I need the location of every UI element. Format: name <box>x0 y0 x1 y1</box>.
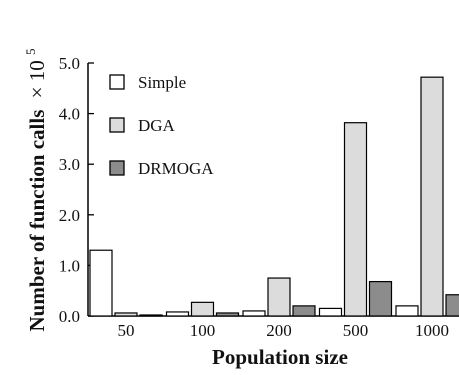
x-axis-title: Population size <box>212 345 348 369</box>
bar-dga-50 <box>114 312 138 317</box>
bar-drmoga-200 <box>292 305 316 317</box>
legend: Simple DGA DRMOGA <box>109 73 214 178</box>
x-tick-label: 1000 <box>415 321 449 340</box>
x-tick-label: 100 <box>190 321 216 340</box>
bar-drmoga-50 <box>139 314 163 317</box>
bar-drmoga-500 <box>368 280 393 317</box>
y-axis-title: Number of function calls × 10 5 <box>23 49 49 332</box>
legend-swatch-drmoga <box>109 160 125 176</box>
bar-simple-500 <box>318 307 343 317</box>
bar-simple-50 <box>89 249 113 317</box>
y-axis-exponent: 5 <box>23 49 38 56</box>
legend-label-simple: Simple <box>138 73 186 92</box>
bar-drmoga-1000 <box>445 294 459 317</box>
bar-dga-1000 <box>420 76 444 317</box>
y-tick-label: 5.0 <box>59 54 80 73</box>
x-ticks: 50 100 200 500 1000 <box>118 321 450 340</box>
bar-simple-1000 <box>395 305 419 317</box>
y-axis-multiplier: × 10 <box>25 60 49 98</box>
x-tick-label: 50 <box>118 321 135 340</box>
x-tick-label: 200 <box>266 321 292 340</box>
legend-swatch-dga <box>109 117 125 133</box>
y-tick-label: 4.0 <box>59 105 80 124</box>
y-tick-label: 2.0 <box>59 206 80 225</box>
bar-dga-500 <box>343 122 368 317</box>
bars <box>89 76 459 317</box>
legend-label-drmoga: DRMOGA <box>138 159 214 178</box>
bar-simple-100 <box>165 311 190 317</box>
legend-swatch-simple <box>109 74 125 90</box>
bar-drmoga-100 <box>215 312 240 317</box>
bar-simple-200 <box>242 310 266 317</box>
plot-area: 0.0 1.0 2.0 3.0 4.0 5.0 50 100 200 500 1000 <box>59 54 459 340</box>
y-ticks: 0.0 1.0 2.0 3.0 4.0 5.0 <box>59 54 94 326</box>
x-tick-label: 500 <box>343 321 369 340</box>
y-axis-title-text: Number of function calls <box>25 110 49 332</box>
bar-dga-200 <box>267 277 291 317</box>
y-tick-label: 3.0 <box>59 155 80 174</box>
bar-dga-100 <box>190 301 215 317</box>
y-tick-label: 0.0 <box>59 307 80 326</box>
svg-text:Number of function calls: Number of function calls × 10 5 <box>23 49 49 332</box>
legend-label-dga: DGA <box>138 116 176 135</box>
y-tick-label: 1.0 <box>59 256 80 275</box>
